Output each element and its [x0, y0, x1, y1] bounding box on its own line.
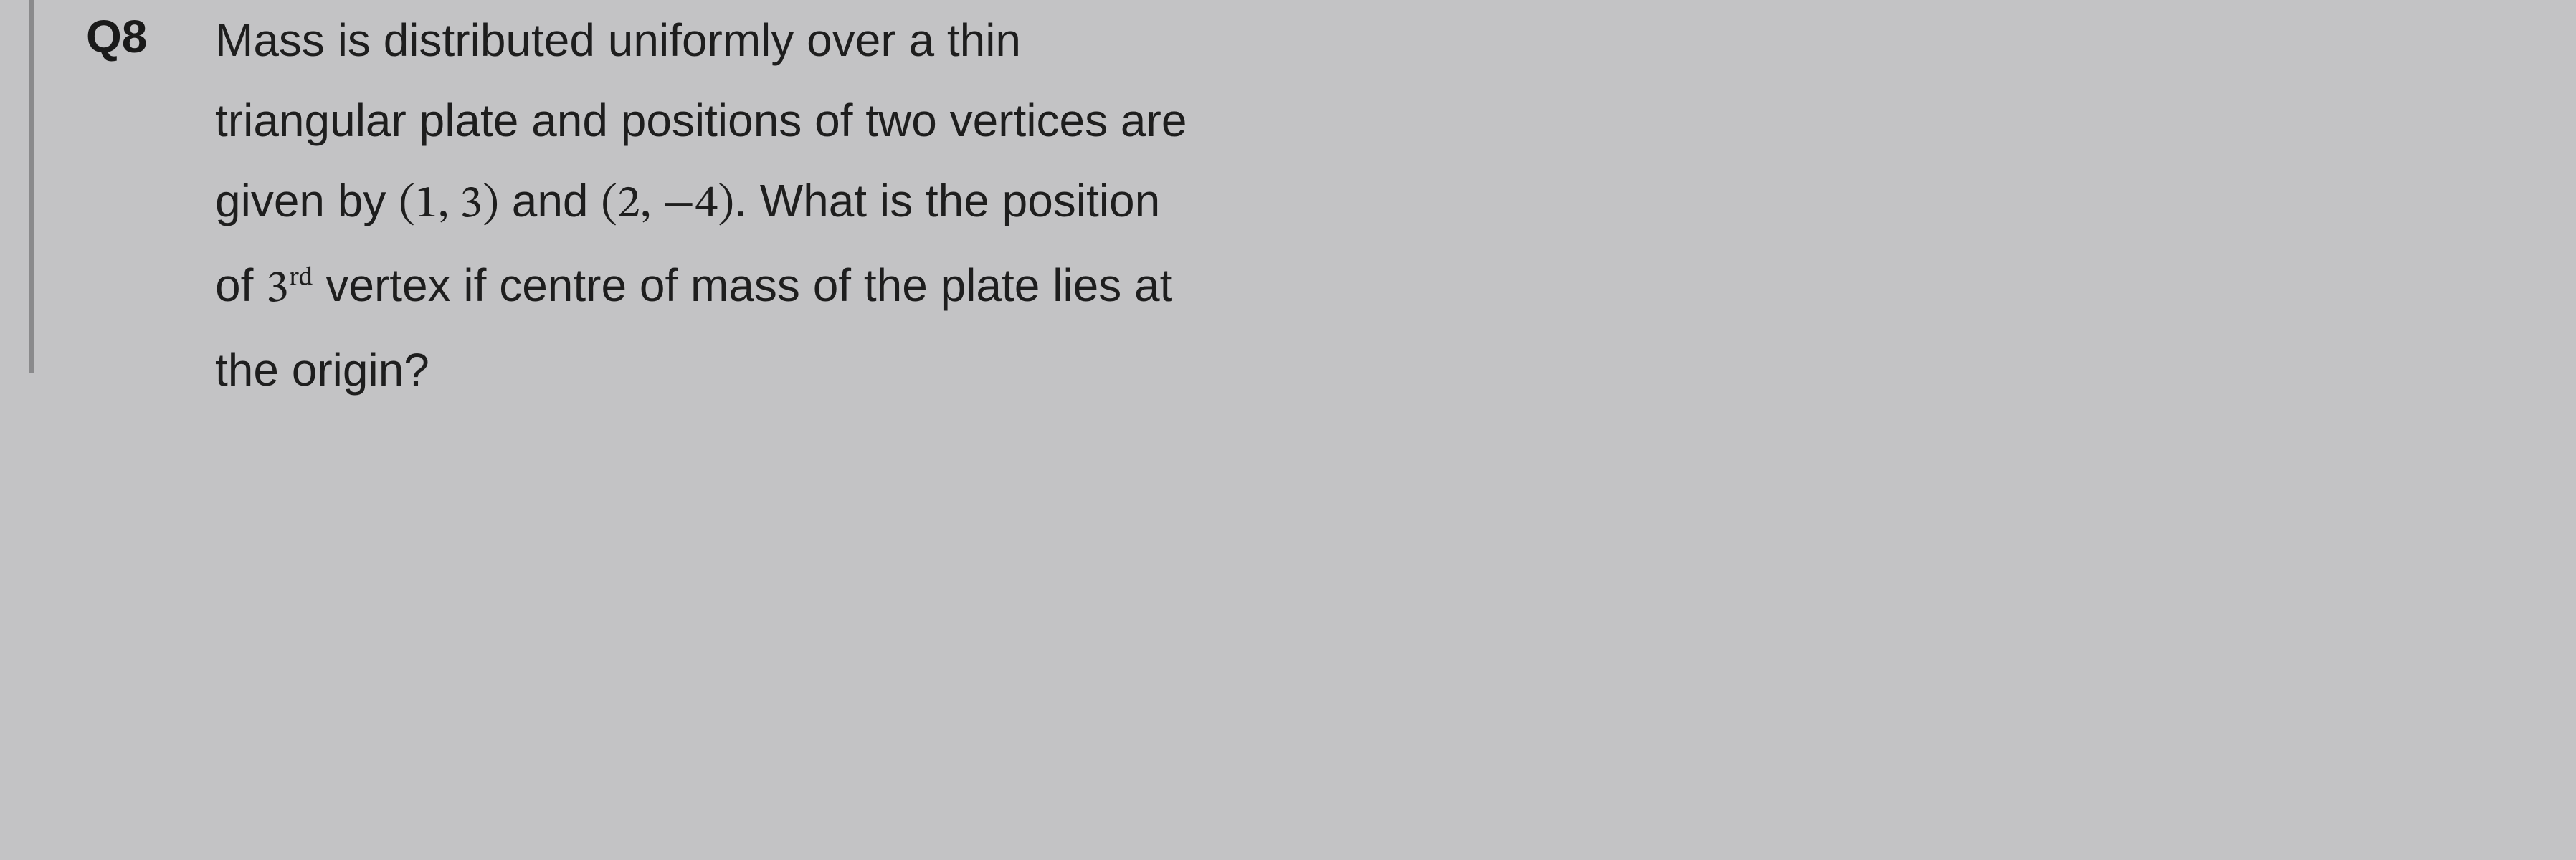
text-line-4b: vertex if centre of mass of the plate li… — [313, 259, 1173, 311]
question-row: Q8 Mass is distributed uniformly over a … — [86, 0, 1187, 410]
question-number: Q8 — [86, 0, 215, 73]
text-line-2: triangular plate and positions of two ve… — [215, 95, 1187, 146]
coord-1: (1, 3) — [399, 182, 499, 228]
question-text: Mass is distributed uniformly over a thi… — [215, 0, 1187, 410]
ordinal-base: 3 — [266, 267, 289, 312]
question-block: Q8 Mass is distributed uniformly over a … — [0, 0, 2576, 860]
text-line-5: the origin? — [215, 344, 429, 396]
text-line-3c: . What is the position — [734, 175, 1160, 226]
left-vertical-rule — [29, 0, 34, 373]
ordinal-sup: rd — [289, 265, 313, 292]
text-line-3b: and — [499, 175, 601, 226]
text-line-1: Mass is distributed uniformly over a thi… — [215, 14, 1021, 66]
text-line-4a: of — [215, 259, 266, 311]
text-line-3a: given by — [215, 175, 399, 226]
coord-2: (2, −4) — [601, 182, 734, 228]
